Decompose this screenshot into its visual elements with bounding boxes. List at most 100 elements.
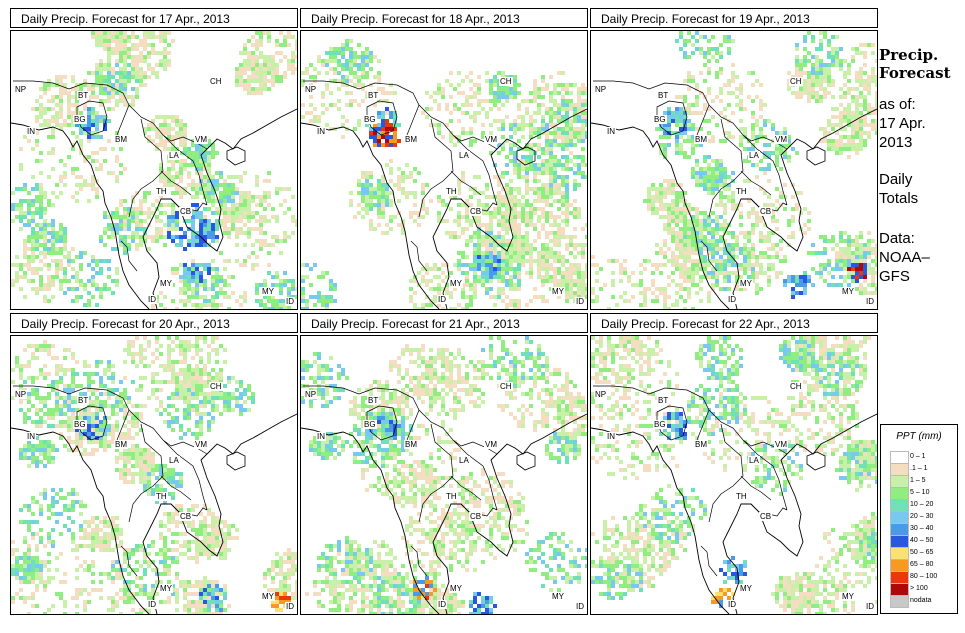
precip-cell: [119, 235, 123, 239]
precip-cell: [489, 195, 493, 199]
precip-cell: [67, 111, 71, 115]
precip-cell: [131, 215, 135, 219]
precip-cell: [473, 291, 477, 295]
precip-cell: [421, 275, 425, 279]
precip-cell: [585, 131, 587, 135]
precip-cell: [31, 287, 35, 291]
precip-cell: [139, 235, 143, 239]
precip-cell: [235, 299, 239, 303]
precip-cell: [573, 115, 577, 119]
precip-cell: [513, 203, 517, 207]
precip-cell: [517, 115, 521, 119]
precip-cell: [377, 191, 381, 195]
precip-cell: [203, 163, 207, 167]
precip-cell: [223, 279, 227, 283]
precip-cell: [449, 235, 453, 239]
precip-cell: [115, 271, 119, 275]
precip-cell: [235, 207, 239, 211]
precip-cell: [557, 187, 561, 191]
precip-cell: [537, 263, 541, 267]
precip-cell: [167, 147, 171, 151]
precip-cell: [429, 199, 433, 203]
precip-cell: [187, 299, 191, 303]
precip-cell: [39, 107, 43, 111]
precip-cell: [63, 267, 67, 271]
precip-cell: [163, 243, 167, 247]
precip-cell: [75, 295, 79, 299]
precip-cell: [537, 235, 541, 239]
precip-cell: [541, 263, 545, 267]
precip-cell: [581, 131, 585, 135]
precip-cell: [91, 175, 95, 179]
precip-cell: [235, 175, 239, 179]
precip-cell: [553, 239, 557, 243]
precip-cell: [75, 83, 79, 87]
precip-cell: [481, 243, 485, 247]
precip-cell: [537, 195, 541, 199]
precip-cell: [151, 67, 155, 71]
precip-cell: [227, 195, 231, 199]
precip-cell: [275, 51, 279, 55]
precip-cell: [139, 199, 143, 203]
precip-cell: [163, 47, 167, 51]
precip-cell: [15, 255, 19, 259]
precip-cell: [151, 123, 155, 127]
precip-cell: [211, 187, 215, 191]
precip-cell: [389, 227, 393, 231]
precip-cell: [123, 75, 127, 79]
precip-cell: [239, 219, 243, 223]
precip-cell: [107, 235, 111, 239]
precip-cell: [481, 107, 485, 111]
precip-cell: [247, 91, 251, 95]
precip-cell: [481, 211, 485, 215]
precip-cell: [421, 267, 425, 271]
precip-cell: [493, 303, 497, 307]
precip-cell: [139, 43, 143, 47]
precip-cell: [263, 199, 267, 203]
precip-cell: [397, 223, 401, 227]
precip-cell: [295, 295, 297, 299]
precip-cell: [207, 227, 211, 231]
precip-cell: [291, 215, 295, 219]
precip-cell: [155, 299, 159, 303]
precip-cell: [99, 75, 103, 79]
precip-cell: [195, 279, 199, 283]
precip-cell: [159, 31, 163, 35]
precip-cell: [497, 207, 501, 211]
precip-cell: [43, 119, 47, 123]
precip-cell: [489, 219, 493, 223]
precip-cell: [437, 123, 441, 127]
precip-cell: [421, 111, 425, 115]
precip-cell: [549, 267, 553, 271]
precip-cell: [267, 39, 271, 43]
precip-cell: [51, 227, 55, 231]
precip-cell: [461, 283, 465, 287]
precip-cell: [51, 167, 55, 171]
precip-cell: [585, 91, 587, 95]
precip-cell: [565, 299, 569, 303]
precip-cell: [95, 259, 99, 263]
precip-cell: [75, 255, 79, 259]
precip-cell: [87, 139, 91, 143]
precip-cell: [365, 195, 369, 199]
precip-cell: [485, 79, 489, 83]
precip-cell: [573, 263, 577, 267]
precip-cell: [167, 227, 171, 231]
precip-cell: [59, 239, 63, 243]
precip-cell: [565, 107, 569, 111]
precip-cell: [227, 207, 231, 211]
precip-cell: [553, 271, 557, 275]
precip-cell: [123, 39, 127, 43]
precip-cell: [477, 75, 481, 79]
precip-cell: [191, 263, 195, 267]
precip-cell: [23, 271, 27, 275]
precip-cell: [263, 179, 267, 183]
precip-cell: [91, 115, 95, 119]
precip-cell: [449, 135, 453, 139]
precip-cell: [187, 183, 191, 187]
precip-cell: [107, 139, 111, 143]
precip-cell: [215, 307, 219, 309]
precip-cell: [457, 219, 461, 223]
precip-cell: [59, 87, 63, 91]
precip-cell: [71, 267, 75, 271]
